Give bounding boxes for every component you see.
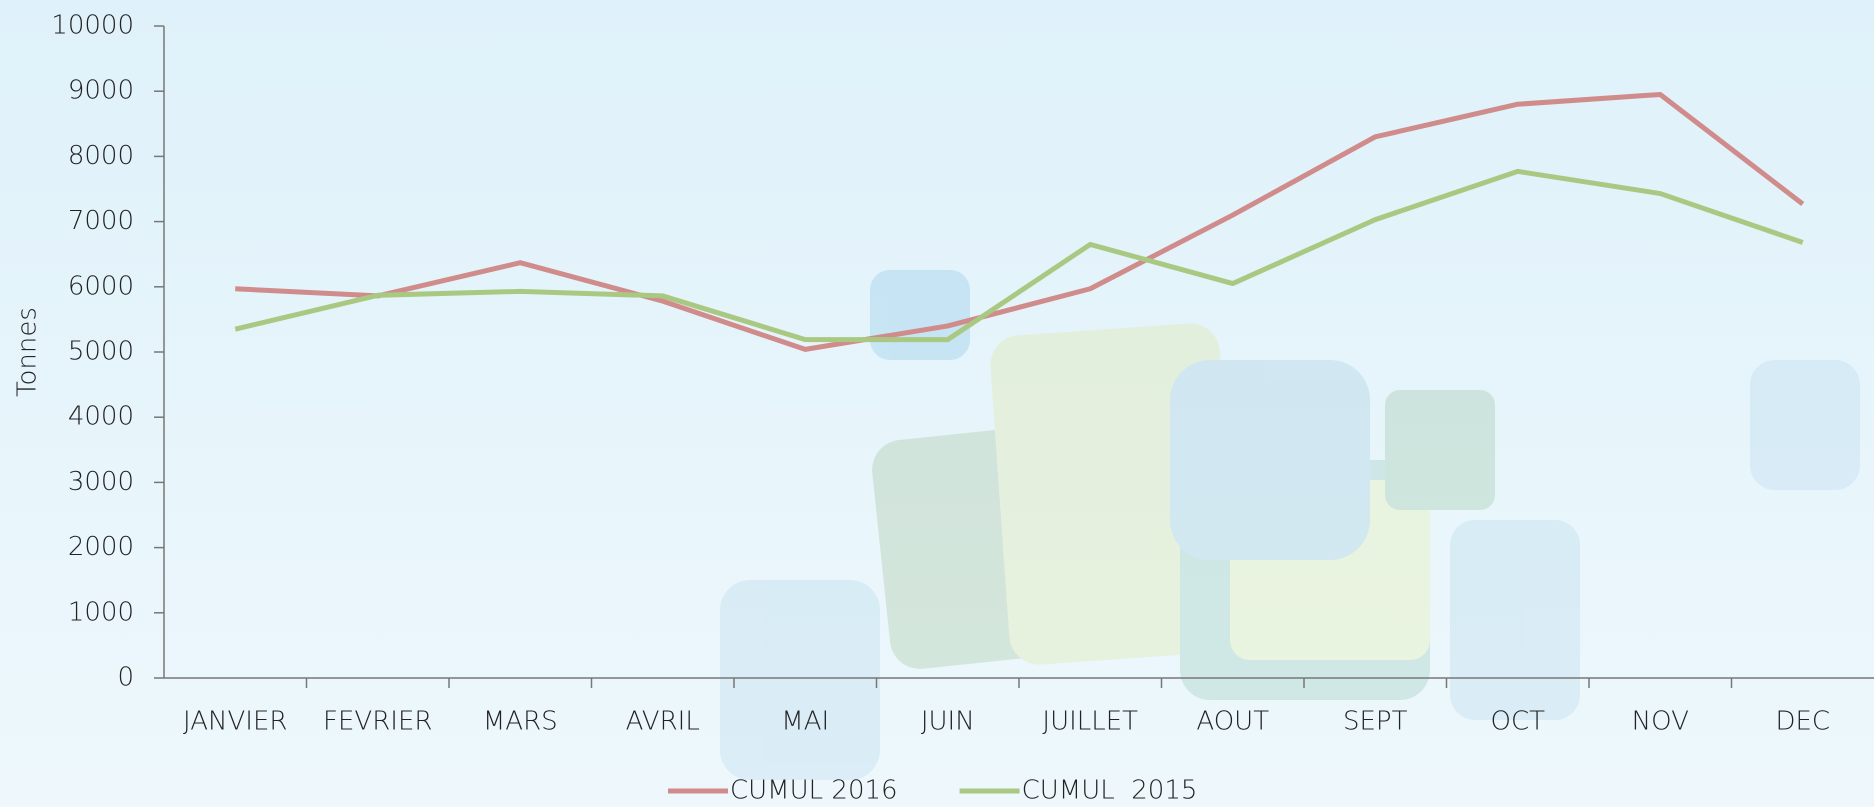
y-tick-label: 4000 — [68, 402, 134, 432]
x-tick-label: MAI — [781, 707, 829, 737]
chart: Tonnes 0 1000 2000 3000 4000 5000 6000 7000 8000… — [0, 0, 1874, 807]
y-axis-label: Tonnes — [13, 307, 43, 397]
y-tick-label: 10000 — [51, 11, 134, 41]
legend-label: CUMUL 2015 — [1022, 776, 1198, 806]
y-tick-label: 3000 — [68, 467, 134, 497]
x-tick-label: DEC — [1775, 707, 1830, 737]
x-tick-label: JUIN — [921, 707, 975, 737]
y-tick-label: 6000 — [68, 271, 134, 301]
x-tick-label: SEPT — [1343, 707, 1408, 737]
legend-label: CUMUL 2016 — [730, 776, 898, 806]
y-tick-label: 7000 — [68, 206, 134, 236]
x-tick-label: AVRIL — [626, 707, 700, 737]
y-tick-label: 1000 — [68, 597, 134, 627]
x-tick-label: MARS — [483, 707, 558, 737]
x-tick-label: JANVIER — [183, 707, 287, 737]
x-tick-label: JUILLET — [1042, 707, 1138, 737]
y-tick-label: 5000 — [68, 337, 134, 367]
x-tick-label: NOV — [1632, 707, 1689, 737]
y-tick-label: 9000 — [68, 76, 134, 106]
x-tick-label: OCT — [1490, 707, 1545, 737]
y-tick-label: 0 — [117, 663, 134, 693]
x-tick-label: FEVRIER — [323, 707, 432, 737]
background — [0, 0, 1874, 807]
y-tick-label: 8000 — [68, 141, 134, 171]
x-tick-label: AOUT — [1196, 707, 1269, 737]
y-tick-label: 2000 — [68, 532, 134, 562]
